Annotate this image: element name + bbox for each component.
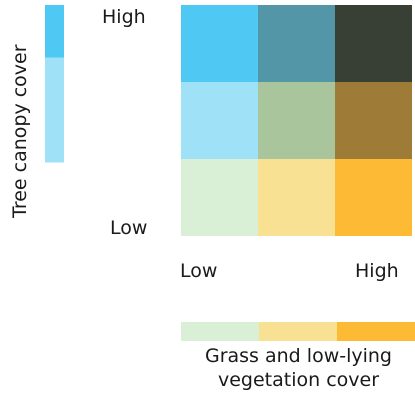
matrix-cell-tree-low-grass-medium	[258, 159, 335, 236]
grass-key-segment-low	[181, 322, 259, 341]
x-tick-high: High	[355, 260, 399, 282]
x-tick-low: Low	[180, 260, 218, 282]
matrix-cell-tree-low-grass-high	[335, 159, 412, 236]
matrix-cell-tree-medium-grass-high	[335, 82, 412, 159]
x-axis-title-line-1: Grass and low-lying	[204, 345, 392, 367]
grass-key-segment-medium	[259, 322, 337, 341]
matrix-cell-tree-low-grass-low	[181, 159, 258, 236]
x-axis-title: Grass and low-lying vegetation cover	[182, 344, 415, 392]
matrix-cell-tree-medium-grass-low	[181, 82, 258, 159]
y-axis-title: Tree canopy cover	[9, 44, 31, 218]
tree-key-segment-high	[45, 5, 64, 58]
y-tick-high: High	[102, 6, 146, 28]
grass-key-segment-high	[337, 322, 415, 341]
color-matrix	[181, 5, 412, 236]
x-axis-title-line-2: vegetation cover	[217, 369, 380, 391]
tree-key-segment-medium	[45, 57, 64, 110]
y-tick-low: Low	[110, 217, 148, 239]
tree-key-segment-low	[45, 110, 64, 163]
tree-canopy-key	[45, 5, 64, 163]
matrix-cell-tree-high-grass-medium	[258, 5, 335, 82]
matrix-cell-tree-high-grass-low	[181, 5, 258, 82]
matrix-cell-tree-high-grass-high	[335, 5, 412, 82]
grass-cover-key	[181, 322, 415, 341]
matrix-cell-tree-medium-grass-medium	[258, 82, 335, 159]
